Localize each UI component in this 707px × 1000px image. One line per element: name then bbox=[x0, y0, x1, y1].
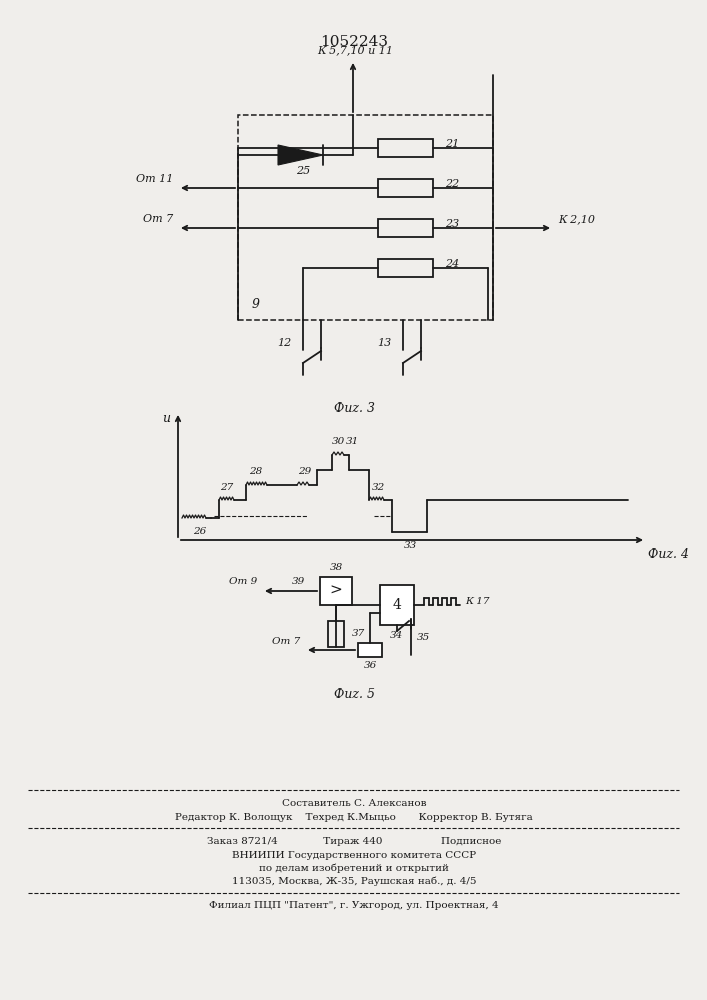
Bar bbox=[378, 219, 433, 237]
Text: ВНИИПИ Государственного комитета СССР: ВНИИПИ Государственного комитета СССР bbox=[232, 850, 476, 859]
Bar bbox=[328, 621, 344, 647]
Text: 9: 9 bbox=[252, 298, 260, 310]
Text: 35: 35 bbox=[417, 633, 431, 642]
Text: Филиал ПЦП "Патент", г. Ужгород, ул. Проектная, 4: Филиал ПЦП "Патент", г. Ужгород, ул. Про… bbox=[209, 902, 499, 910]
Bar bbox=[378, 139, 433, 157]
Text: К 5,7,10 и 11: К 5,7,10 и 11 bbox=[317, 45, 393, 55]
Text: 24: 24 bbox=[445, 259, 460, 269]
Text: 31: 31 bbox=[346, 438, 360, 446]
Bar bbox=[378, 179, 433, 197]
Text: 12: 12 bbox=[276, 338, 291, 348]
Text: 113035, Москва, Ж-35, Раушская наб., д. 4/5: 113035, Москва, Ж-35, Раушская наб., д. … bbox=[232, 876, 477, 886]
Text: по делам изобретений и открытий: по делам изобретений и открытий bbox=[259, 863, 449, 873]
Text: От 11: От 11 bbox=[136, 174, 173, 184]
Text: 28: 28 bbox=[250, 468, 262, 477]
Text: Фuz. 3: Фuz. 3 bbox=[334, 401, 375, 414]
Text: Фuz. 5: Фuz. 5 bbox=[334, 688, 375, 702]
Text: 1052243: 1052243 bbox=[320, 35, 388, 49]
Text: 29: 29 bbox=[298, 468, 312, 477]
Bar bbox=[380, 585, 414, 625]
Text: >: > bbox=[329, 584, 342, 598]
Text: 22: 22 bbox=[445, 179, 460, 189]
Text: 26: 26 bbox=[194, 528, 206, 536]
Text: К 2,10: К 2,10 bbox=[558, 214, 595, 224]
Text: Составитель С. Алексанов: Составитель С. Алексанов bbox=[282, 798, 426, 808]
Text: 25: 25 bbox=[296, 166, 310, 176]
Text: Фuz. 4: Фuz. 4 bbox=[648, 548, 689, 560]
Text: Редактор К. Волощук    Техред К.Мыцьо       Корректор В. Бутяга: Редактор К. Волощук Техред К.Мыцьо Корре… bbox=[175, 812, 533, 822]
Bar bbox=[238, 115, 493, 320]
Text: 32: 32 bbox=[373, 483, 385, 491]
Text: 34: 34 bbox=[390, 631, 404, 640]
Text: 36: 36 bbox=[363, 660, 377, 670]
Text: u: u bbox=[162, 412, 170, 424]
Text: Заказ 8721/4              Тираж 440                  Подписное: Заказ 8721/4 Тираж 440 Подписное bbox=[207, 836, 501, 846]
Text: От 9: От 9 bbox=[229, 578, 257, 586]
Text: 21: 21 bbox=[445, 139, 460, 149]
Polygon shape bbox=[278, 145, 323, 165]
Text: 30: 30 bbox=[332, 438, 344, 446]
Text: 4: 4 bbox=[392, 598, 402, 612]
Text: От 7: От 7 bbox=[271, 637, 300, 646]
Bar bbox=[358, 643, 382, 657]
Text: 38: 38 bbox=[329, 562, 343, 572]
Bar bbox=[378, 259, 433, 277]
Bar bbox=[320, 577, 352, 605]
Text: 13: 13 bbox=[377, 338, 391, 348]
Text: К 17: К 17 bbox=[465, 596, 489, 605]
Text: От 7: От 7 bbox=[143, 214, 173, 224]
Text: 27: 27 bbox=[221, 483, 233, 491]
Text: 33: 33 bbox=[404, 540, 416, 550]
Text: 39: 39 bbox=[291, 578, 305, 586]
Text: 23: 23 bbox=[445, 219, 460, 229]
Text: 37: 37 bbox=[352, 630, 366, 639]
